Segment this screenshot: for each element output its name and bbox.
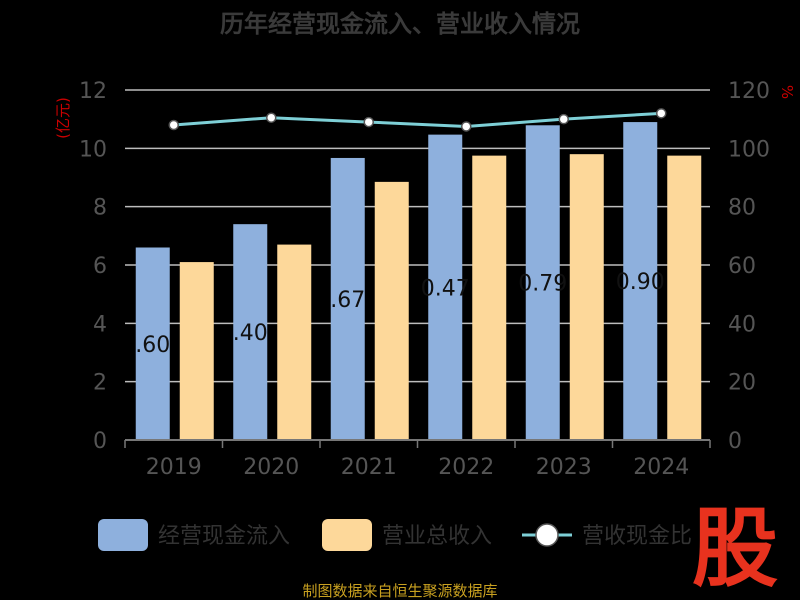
ratio-point: [461, 121, 472, 132]
left-axis-unit: (亿元): [54, 97, 72, 139]
source-note: 制图数据来自恒生聚源数据库: [302, 582, 497, 600]
bar-cash-inflow: [330, 157, 365, 441]
bar-revenue: [179, 262, 214, 440]
ratio-line-path: [173, 111, 662, 128]
bar-revenue: [569, 154, 604, 440]
x-tick-label: 2019: [146, 455, 202, 480]
ratio-point: [266, 112, 277, 123]
bar-cash-inflow: [233, 224, 268, 440]
right-tick-label: 40: [728, 312, 756, 337]
left-tick-label: 6: [93, 254, 107, 279]
bar-revenue: [472, 155, 507, 440]
bar-cash-inflow: [623, 122, 658, 440]
bar-cash-inflow: [525, 125, 560, 441]
bar-data-label: .40: [233, 321, 268, 346]
x-axis: 2019 2020 2021 2022 2023 2024: [124, 439, 711, 480]
left-tick-label: 0: [93, 429, 107, 454]
right-tick-label: 20: [728, 371, 756, 396]
right-tick-label: 80: [728, 196, 756, 221]
right-tick-label: 120: [728, 79, 770, 104]
x-tick-label: 2020: [243, 455, 299, 480]
bar-revenue: [277, 244, 312, 440]
left-axis-ticks: 0 2 4 6 8 10 12: [79, 79, 107, 454]
chart-title: 历年经营现金流入、营业收入情况: [220, 10, 580, 38]
x-tick-label: 2021: [341, 455, 397, 480]
right-axis-unit: %: [778, 85, 796, 99]
legend-swatch-ratio-marker: [535, 523, 559, 547]
bar-cash-inflow: [428, 134, 463, 440]
ratio-point: [363, 116, 374, 128]
bar-revenue: [374, 181, 409, 440]
bar-data-label: .60: [135, 333, 170, 358]
left-tick-label: 10: [79, 137, 107, 162]
left-tick-label: 8: [93, 196, 107, 221]
left-tick-label: 12: [79, 79, 107, 104]
bar-data-label: 0.79: [518, 272, 567, 297]
logo-glyph: 股: [692, 499, 778, 599]
legend-label-ratio: 营收现金比: [582, 524, 692, 549]
ratio-point: [558, 113, 569, 125]
ratio-line: [168, 108, 667, 132]
ratio-point: [656, 108, 667, 119]
x-tick-label: 2023: [536, 455, 592, 480]
right-axis-ticks: 0 20 40 60 80 100 120: [728, 79, 770, 454]
right-tick-label: 100: [728, 137, 770, 162]
right-tick-label: 0: [728, 429, 742, 454]
legend-swatch-cash-inflow: [98, 519, 148, 551]
x-tick-label: 2024: [633, 455, 689, 480]
left-tick-label: 4: [93, 312, 107, 337]
bar-data-label: 0.47: [421, 276, 470, 301]
left-tick-label: 2: [93, 371, 107, 396]
gridlines: [125, 89, 710, 383]
bar-data-label: 0.90: [616, 270, 665, 295]
x-tick-label: 2022: [438, 455, 494, 480]
legend: 经营现金流入 营业总收入 营收现金比: [98, 519, 692, 551]
legend-swatch-revenue: [322, 519, 372, 551]
legend-label-revenue: 营业总收入: [382, 524, 492, 549]
bar-revenue: [667, 155, 702, 440]
bar-cash-inflow: [135, 247, 170, 440]
ratio-point: [168, 119, 179, 131]
bars: .60 .40 .67 0.47 0.79 0.90: [135, 122, 702, 441]
bar-data-label: .67: [330, 288, 365, 313]
legend-label-cash-inflow: 经营现金流入: [158, 524, 290, 549]
right-tick-label: 60: [728, 254, 756, 279]
